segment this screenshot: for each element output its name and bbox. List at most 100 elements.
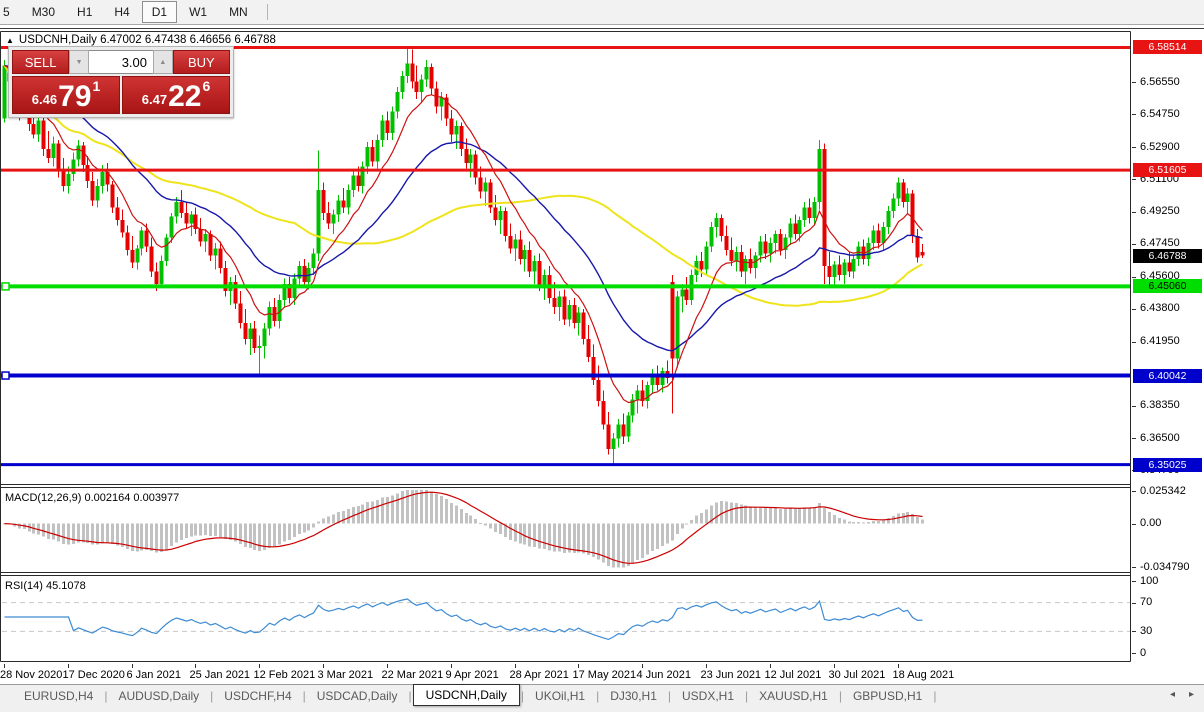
- tab-separator: |: [933, 689, 937, 703]
- date-label: 28 Apr 2021: [509, 669, 569, 681]
- tab-gbpusd-h1[interactable]: GBPUSD,H1: [852, 689, 923, 703]
- axis-label: -0.034790: [1140, 560, 1190, 573]
- chart-title: USDCNH,Daily 6.47002 6.47438 6.46656 6.4…: [18, 34, 276, 46]
- moving-averages-layer: [3, 64, 923, 404]
- hline-price-chip[interactable]: 6.40042: [1133, 368, 1202, 383]
- hline-price-chip[interactable]: 6.51605: [1133, 163, 1202, 178]
- axis-tick: [1132, 147, 1136, 149]
- axis-label: 100: [1140, 574, 1159, 587]
- tab-separator: |: [667, 689, 671, 703]
- collapse-triangle-icon[interactable]: ▲: [6, 35, 14, 45]
- date-label: 12 Feb 2021: [253, 669, 316, 681]
- date-tick: [515, 664, 516, 668]
- tab-ukoil-h1[interactable]: UKOil,H1: [535, 689, 586, 703]
- axis-label: 6.38350: [1140, 399, 1180, 412]
- one-click-trading-panel: SELL ▼ ▲ BUY 6.46 79 1 6.47 22 6: [8, 46, 234, 118]
- axis-label: 6.45600: [1140, 270, 1180, 283]
- tab-usdchf-h4[interactable]: USDCHF,H4: [224, 689, 292, 703]
- tab-separator: |: [210, 689, 214, 703]
- date-tick: [834, 664, 835, 668]
- axis-label: 6.43800: [1140, 302, 1180, 315]
- axis-label: 30: [1140, 624, 1153, 637]
- axis-tick: [1132, 211, 1136, 213]
- buy-price-pips: 22: [168, 80, 202, 113]
- chart-tab-bar: EURUSD,H4 | AUDUSD,Daily | USDCHF,H4 | USDCAD,…: [0, 684, 1204, 712]
- hline-price-chip[interactable]: 6.35025: [1133, 457, 1202, 472]
- volume-input[interactable]: [89, 50, 153, 74]
- axis-tick: [1132, 308, 1136, 310]
- pane-borders: [0, 31, 1131, 662]
- tabs-scroll-right-icon[interactable]: ▸: [1188, 689, 1194, 700]
- sell-price-panel[interactable]: 6.46 79 1: [12, 76, 120, 114]
- ma-mid-line: [4, 64, 923, 352]
- chart-tabs: EURUSD,H4 | AUDUSD,Daily | USDCHF,H4 | USDCAD,…: [14, 684, 937, 707]
- date-tick: [578, 664, 579, 668]
- date-axis: 28 Nov 2020 17 Dec 2020 6 Jan 2021 25 Jan 2…: [0, 664, 1132, 685]
- timeframe-button-w1[interactable]: W1: [189, 5, 208, 19]
- sell-price-fraction: 1: [92, 78, 101, 94]
- volume-down-icon[interactable]: ▼: [69, 50, 89, 74]
- sell-button[interactable]: SELL: [12, 50, 70, 74]
- axis-tick: [1132, 523, 1136, 525]
- sell-price-base: 6.46: [31, 92, 58, 107]
- date-tick: [770, 664, 771, 668]
- hline-price-chip[interactable]: 6.45060: [1133, 279, 1202, 294]
- date-label: 17 Dec 2020: [62, 669, 125, 681]
- timeframe-button-m30[interactable]: M30: [31, 5, 56, 19]
- buy-price-base: 6.47: [141, 92, 168, 107]
- tab-dj30-h1[interactable]: DJ30,H1: [610, 689, 657, 703]
- tabs-scroll-left-icon[interactable]: ◂: [1169, 689, 1175, 700]
- axis-label: 6.56550: [1140, 75, 1180, 88]
- chart-title-bar: ▲ USDCNH,Daily 6.47002 6.47438 6.46656 6…: [6, 34, 276, 46]
- date-tick: [259, 664, 260, 668]
- date-tick: [451, 664, 452, 668]
- ma-fast-line: [4, 64, 923, 404]
- timeframe-button-5[interactable]: 5: [3, 5, 10, 19]
- tab-separator: |: [408, 689, 412, 703]
- date-label: 30 Jul 2021: [828, 669, 886, 681]
- rsi-layer: [2, 598, 1130, 641]
- date-tick: [898, 664, 899, 668]
- axis-tick: [1132, 179, 1136, 181]
- tab-audusd-daily[interactable]: AUDUSD,Daily: [118, 689, 200, 703]
- axis-label: 6.36500: [1140, 431, 1180, 444]
- date-label: 9 Apr 2021: [445, 669, 499, 681]
- tab-eurusd-h4[interactable]: EURUSD,H4: [24, 689, 94, 703]
- hline-handle: [1, 282, 10, 291]
- toolbar-separator: [266, 4, 268, 20]
- axis-label: 6.54750: [1140, 107, 1180, 120]
- tab-xauusd-h1[interactable]: XAUUSD,H1: [759, 689, 828, 703]
- tab-usdx-h1[interactable]: USDX,H1: [682, 689, 735, 703]
- date-label: 17 May 2021: [572, 669, 637, 681]
- hline-handle: [1, 371, 10, 380]
- tab-separator: |: [104, 689, 108, 703]
- volume-up-icon[interactable]: ▲: [153, 50, 173, 74]
- price-chart-canvas[interactable]: MACD(12,26,9) 0.002164 0.003977 RSI(14) 4…: [0, 31, 1132, 663]
- buy-price-fraction: 6: [202, 78, 211, 94]
- buy-button[interactable]: BUY: [172, 50, 230, 74]
- buy-price-panel[interactable]: 6.47 22 6: [122, 76, 230, 114]
- tab-usdcnh-daily[interactable]: USDCNH,Daily: [412, 684, 520, 706]
- current-price-chip: 6.46788: [1133, 248, 1202, 263]
- tab-separator: |: [302, 689, 306, 703]
- macd-signal-layer: [4, 491, 923, 564]
- date-label: 3 Mar 2021: [317, 669, 374, 681]
- axis-tick: [1132, 243, 1136, 245]
- axis-tick: [1132, 653, 1136, 654]
- date-tick: [4, 664, 5, 668]
- timeframe-button-d1[interactable]: D1: [141, 1, 178, 23]
- tab-usdcad-daily[interactable]: USDCAD,Daily: [316, 689, 398, 703]
- chart-window: ▲ USDCNH,Daily 6.47002 6.47438 6.46656 6…: [0, 28, 1204, 685]
- timeframe-button-mn[interactable]: MN: [229, 5, 248, 19]
- timeframe-button-h4[interactable]: H4: [114, 5, 130, 19]
- hline-price-chip[interactable]: 6.58514: [1133, 40, 1202, 55]
- axis-tick: [1132, 631, 1136, 633]
- axis-tick: [1132, 276, 1136, 278]
- ma-slow-line: [3, 64, 923, 307]
- timeframe-button-h1[interactable]: H1: [77, 5, 93, 19]
- sell-price-pips: 79: [58, 80, 92, 113]
- date-label: 23 Jun 2021: [700, 669, 762, 681]
- date-tick: [68, 664, 69, 668]
- rsi-line: [4, 598, 923, 641]
- price-axis: 6.56550 6.54750 6.52900 6.51100 6.49250 6.474…: [1132, 31, 1204, 663]
